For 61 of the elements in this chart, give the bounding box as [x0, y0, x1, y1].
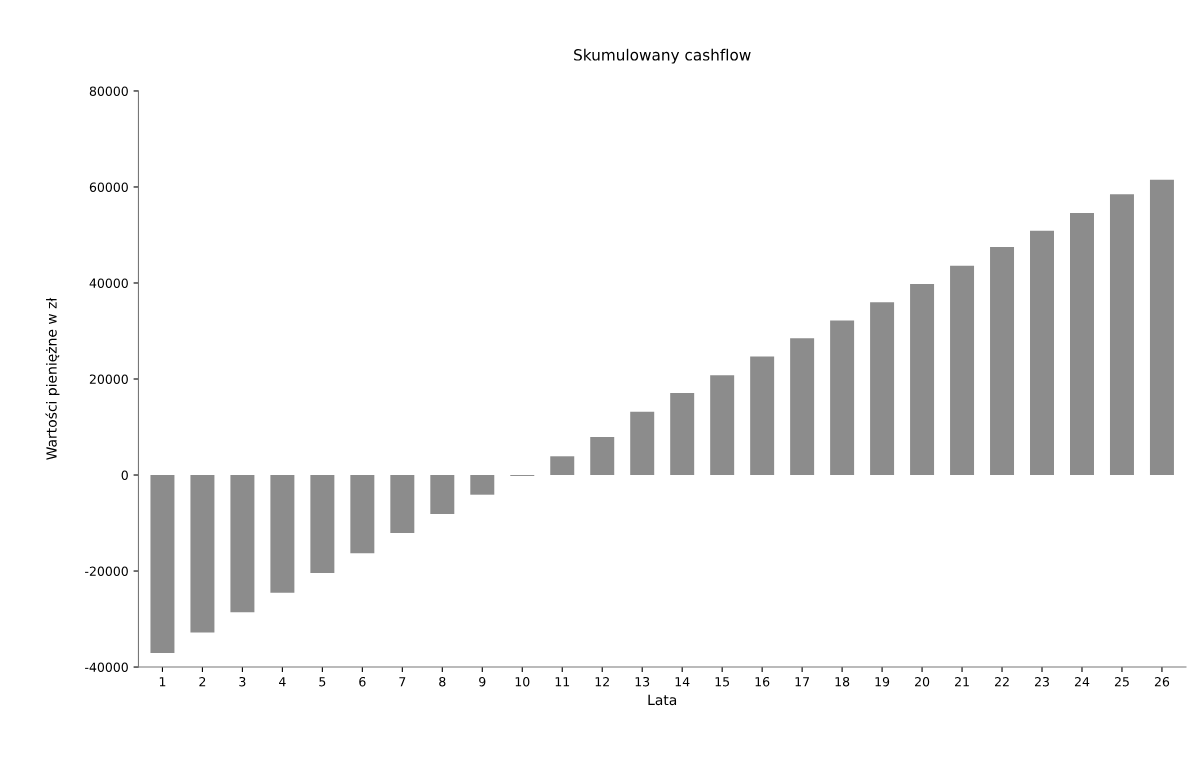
bar: [1030, 230, 1055, 476]
chart-title: Skumulowany cashflow: [574, 48, 751, 64]
x-tick-label: 6: [359, 676, 366, 687]
bar: [350, 475, 375, 554]
bar: [1109, 194, 1134, 476]
x-tick-label: 7: [399, 677, 406, 687]
bar: [590, 437, 615, 476]
x-tick-label: 16: [755, 676, 770, 687]
x-tick-label: 3: [239, 676, 246, 687]
y-tick-label: 0: [121, 470, 128, 480]
bar: [710, 375, 735, 476]
x-tick-label: 11: [555, 677, 570, 687]
x-tick-label: 12: [595, 676, 609, 687]
x-tick-label: 21: [955, 676, 969, 687]
y-tick-label: 20000: [89, 374, 128, 384]
bar: [390, 475, 415, 534]
bar: [990, 246, 1015, 476]
bar: [1149, 179, 1174, 476]
x-tick-label: 13: [635, 676, 650, 687]
x-tick-label: 19: [875, 676, 890, 687]
y-tick-label: 60000: [89, 182, 128, 192]
x-tick-label: 25: [1114, 676, 1129, 687]
bar: [750, 356, 775, 476]
x-tick-label: 18: [835, 676, 850, 687]
bar: [670, 392, 695, 476]
x-tick-label: 22: [994, 676, 1009, 687]
x-tick-label: 10: [515, 676, 530, 687]
bar: [830, 320, 855, 476]
x-tick-label: 2: [199, 676, 206, 687]
x-tick-label: 9: [479, 676, 486, 687]
x-axis-title: Lata: [648, 694, 677, 706]
bar: [470, 475, 495, 495]
x-tick-label: 15: [715, 677, 730, 687]
y-axis-title: Wartości pieniężne w zł: [45, 297, 60, 460]
bar: [270, 475, 295, 593]
bar: [950, 265, 975, 476]
bar: [870, 302, 895, 476]
bar: [430, 475, 455, 514]
bar: [190, 475, 215, 633]
x-tick-label: 5: [319, 677, 326, 687]
y-tick-label: -40000: [85, 662, 128, 672]
x-tick-label: 17: [795, 677, 810, 687]
bar: [230, 475, 255, 613]
x-tick-label: 1: [159, 677, 166, 687]
y-tick-label: 40000: [89, 278, 128, 288]
bar: [790, 338, 815, 476]
bar: [310, 475, 335, 573]
bar: [1070, 212, 1094, 476]
x-tick-label: 23: [1034, 676, 1049, 687]
y-tick-label: -20000: [85, 566, 128, 576]
x-tick-label: 20: [915, 676, 930, 687]
x-tick-label: 14: [675, 677, 690, 687]
bar: [550, 456, 575, 476]
y-tick-label: 80000: [89, 86, 128, 96]
x-tick-label: 24: [1074, 676, 1090, 687]
x-tick-label: 8: [439, 676, 446, 687]
bar: [910, 283, 935, 476]
bar: [630, 411, 655, 476]
x-tick-label: 26: [1154, 676, 1170, 687]
bar: [150, 475, 175, 654]
x-tick-label: 4: [279, 677, 286, 687]
